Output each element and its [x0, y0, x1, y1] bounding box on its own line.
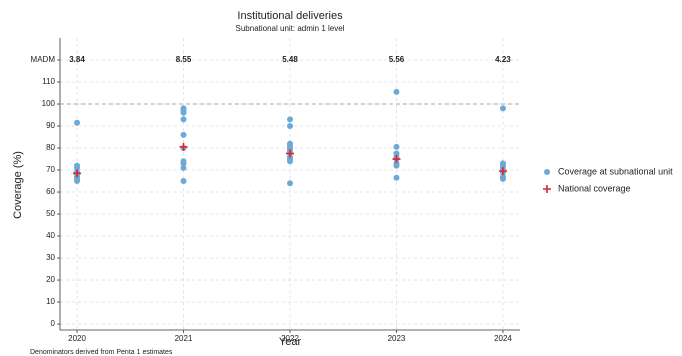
point	[73, 169, 82, 178]
caption: Denominators derived from Penta 1 estima…	[30, 349, 173, 356]
point	[74, 119, 81, 126]
madm-label: 5.56	[389, 55, 405, 64]
point	[498, 167, 507, 176]
point	[392, 155, 401, 164]
point	[393, 162, 400, 169]
x-tick-label: 2020	[68, 334, 86, 343]
y-tick-label: 0	[51, 319, 56, 328]
x-tick-label: 2024	[494, 334, 512, 343]
x-tick-label: 2022	[281, 334, 299, 343]
point	[499, 175, 506, 182]
madm-label: 3.84	[69, 55, 85, 64]
madm-label: 5.48	[282, 55, 298, 64]
point	[180, 109, 187, 116]
legend-marker	[543, 185, 551, 193]
legend-label: National coverage	[558, 183, 631, 193]
y-tick-label: 50	[46, 209, 55, 218]
x-axis-title: Year	[279, 336, 302, 348]
y-tick-label: MADM	[31, 55, 56, 64]
point	[180, 178, 187, 185]
chart-title: Institutional deliveries	[237, 10, 343, 22]
y-tick-label: 60	[46, 187, 55, 196]
y-tick-label: 70	[46, 165, 55, 174]
y-tick-label: 80	[46, 143, 55, 152]
x-tick-label: 2023	[388, 334, 406, 343]
y-tick-label: 30	[46, 253, 55, 262]
point	[287, 158, 293, 165]
y-tick-label: 100	[42, 99, 56, 108]
point	[180, 164, 187, 171]
point	[74, 178, 81, 185]
point	[499, 105, 506, 112]
point	[179, 142, 188, 151]
point	[180, 160, 187, 167]
x-tick-label: 2021	[175, 334, 193, 343]
point	[393, 88, 400, 95]
point	[74, 164, 81, 171]
point	[393, 174, 400, 181]
madm-label: 8.55	[176, 55, 192, 64]
point	[286, 149, 294, 158]
point	[287, 116, 293, 123]
y-tick-label: 90	[46, 121, 55, 130]
chart-subtitle: Subnational unit: admin 1 level	[236, 24, 345, 33]
y-axis-title: Coverage (%)	[12, 151, 24, 219]
madm-label: 4.23	[495, 55, 511, 64]
legend-marker	[544, 169, 550, 175]
point	[287, 180, 293, 187]
point	[180, 131, 187, 138]
point	[287, 123, 293, 130]
y-tick-label: 110	[42, 77, 55, 86]
point	[180, 116, 187, 123]
legend-label: Coverage at subnational unit	[558, 166, 673, 176]
y-tick-label: 10	[46, 297, 55, 306]
y-tick-label: 40	[46, 231, 55, 240]
point	[393, 143, 400, 150]
y-tick-label: 20	[46, 275, 55, 284]
